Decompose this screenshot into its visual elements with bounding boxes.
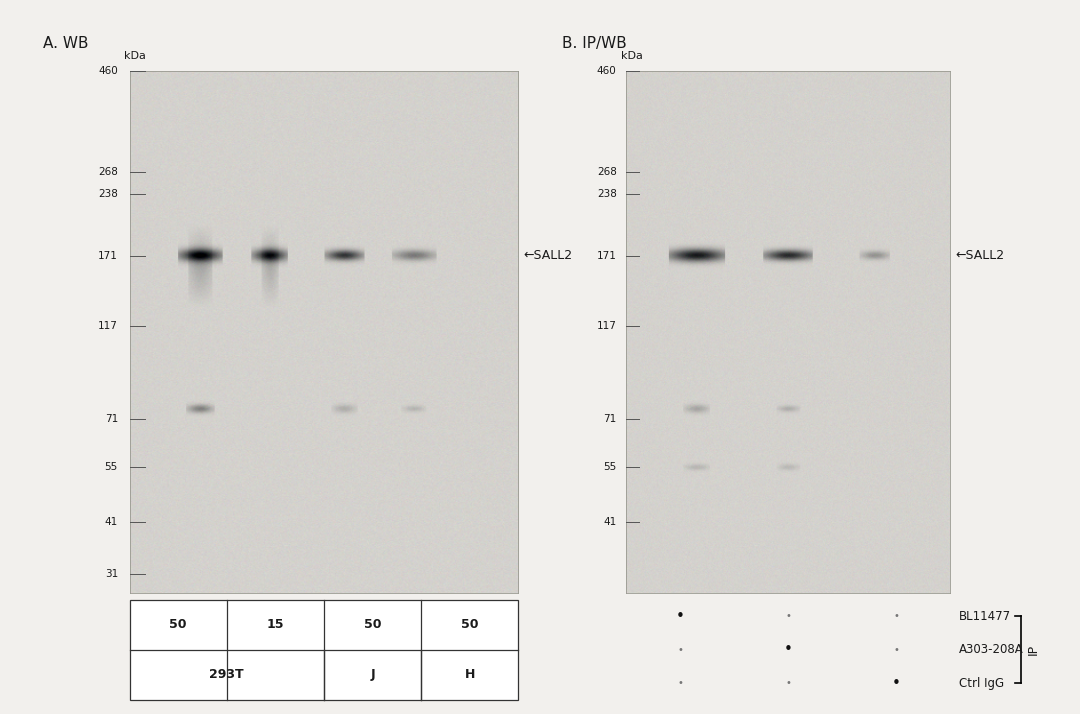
Text: kDa: kDa — [621, 51, 643, 61]
Text: •: • — [676, 609, 685, 624]
Text: 71: 71 — [105, 414, 118, 424]
Text: •: • — [677, 645, 684, 655]
Text: 41: 41 — [604, 517, 617, 527]
Text: ←SALL2: ←SALL2 — [956, 249, 1004, 262]
Text: 55: 55 — [105, 462, 118, 472]
Text: J: J — [370, 668, 375, 681]
Text: H: H — [464, 668, 475, 681]
Text: IP: IP — [1027, 644, 1040, 655]
Text: 293T: 293T — [210, 668, 244, 681]
Text: 55: 55 — [604, 462, 617, 472]
Text: B. IP/WB: B. IP/WB — [562, 36, 626, 51]
Text: 171: 171 — [597, 251, 617, 261]
Text: •: • — [784, 642, 793, 658]
Text: 15: 15 — [267, 618, 284, 631]
Text: kDa: kDa — [124, 51, 146, 61]
Text: •: • — [892, 675, 901, 690]
Text: •: • — [785, 611, 792, 621]
Text: 50: 50 — [364, 618, 381, 631]
Text: 71: 71 — [604, 414, 617, 424]
Text: Ctrl IgG: Ctrl IgG — [959, 677, 1004, 690]
Text: 117: 117 — [98, 321, 118, 331]
Text: •: • — [785, 678, 792, 688]
Text: 117: 117 — [597, 321, 617, 331]
Text: 268: 268 — [597, 167, 617, 177]
Text: 41: 41 — [105, 517, 118, 527]
Text: BL11477: BL11477 — [959, 610, 1011, 623]
Text: 50: 50 — [461, 618, 478, 631]
Text: ←SALL2: ←SALL2 — [524, 249, 572, 262]
Text: A. WB: A. WB — [43, 36, 89, 51]
Text: •: • — [893, 645, 900, 655]
Text: •: • — [893, 611, 900, 621]
Text: A303-208A: A303-208A — [959, 643, 1024, 656]
Text: 31: 31 — [105, 568, 118, 578]
Text: 171: 171 — [98, 251, 118, 261]
Text: 238: 238 — [597, 189, 617, 199]
Text: 268: 268 — [98, 167, 118, 177]
Text: 50: 50 — [170, 618, 187, 631]
Text: 460: 460 — [597, 66, 617, 76]
Text: •: • — [677, 678, 684, 688]
Text: 460: 460 — [98, 66, 118, 76]
Text: 238: 238 — [98, 189, 118, 199]
